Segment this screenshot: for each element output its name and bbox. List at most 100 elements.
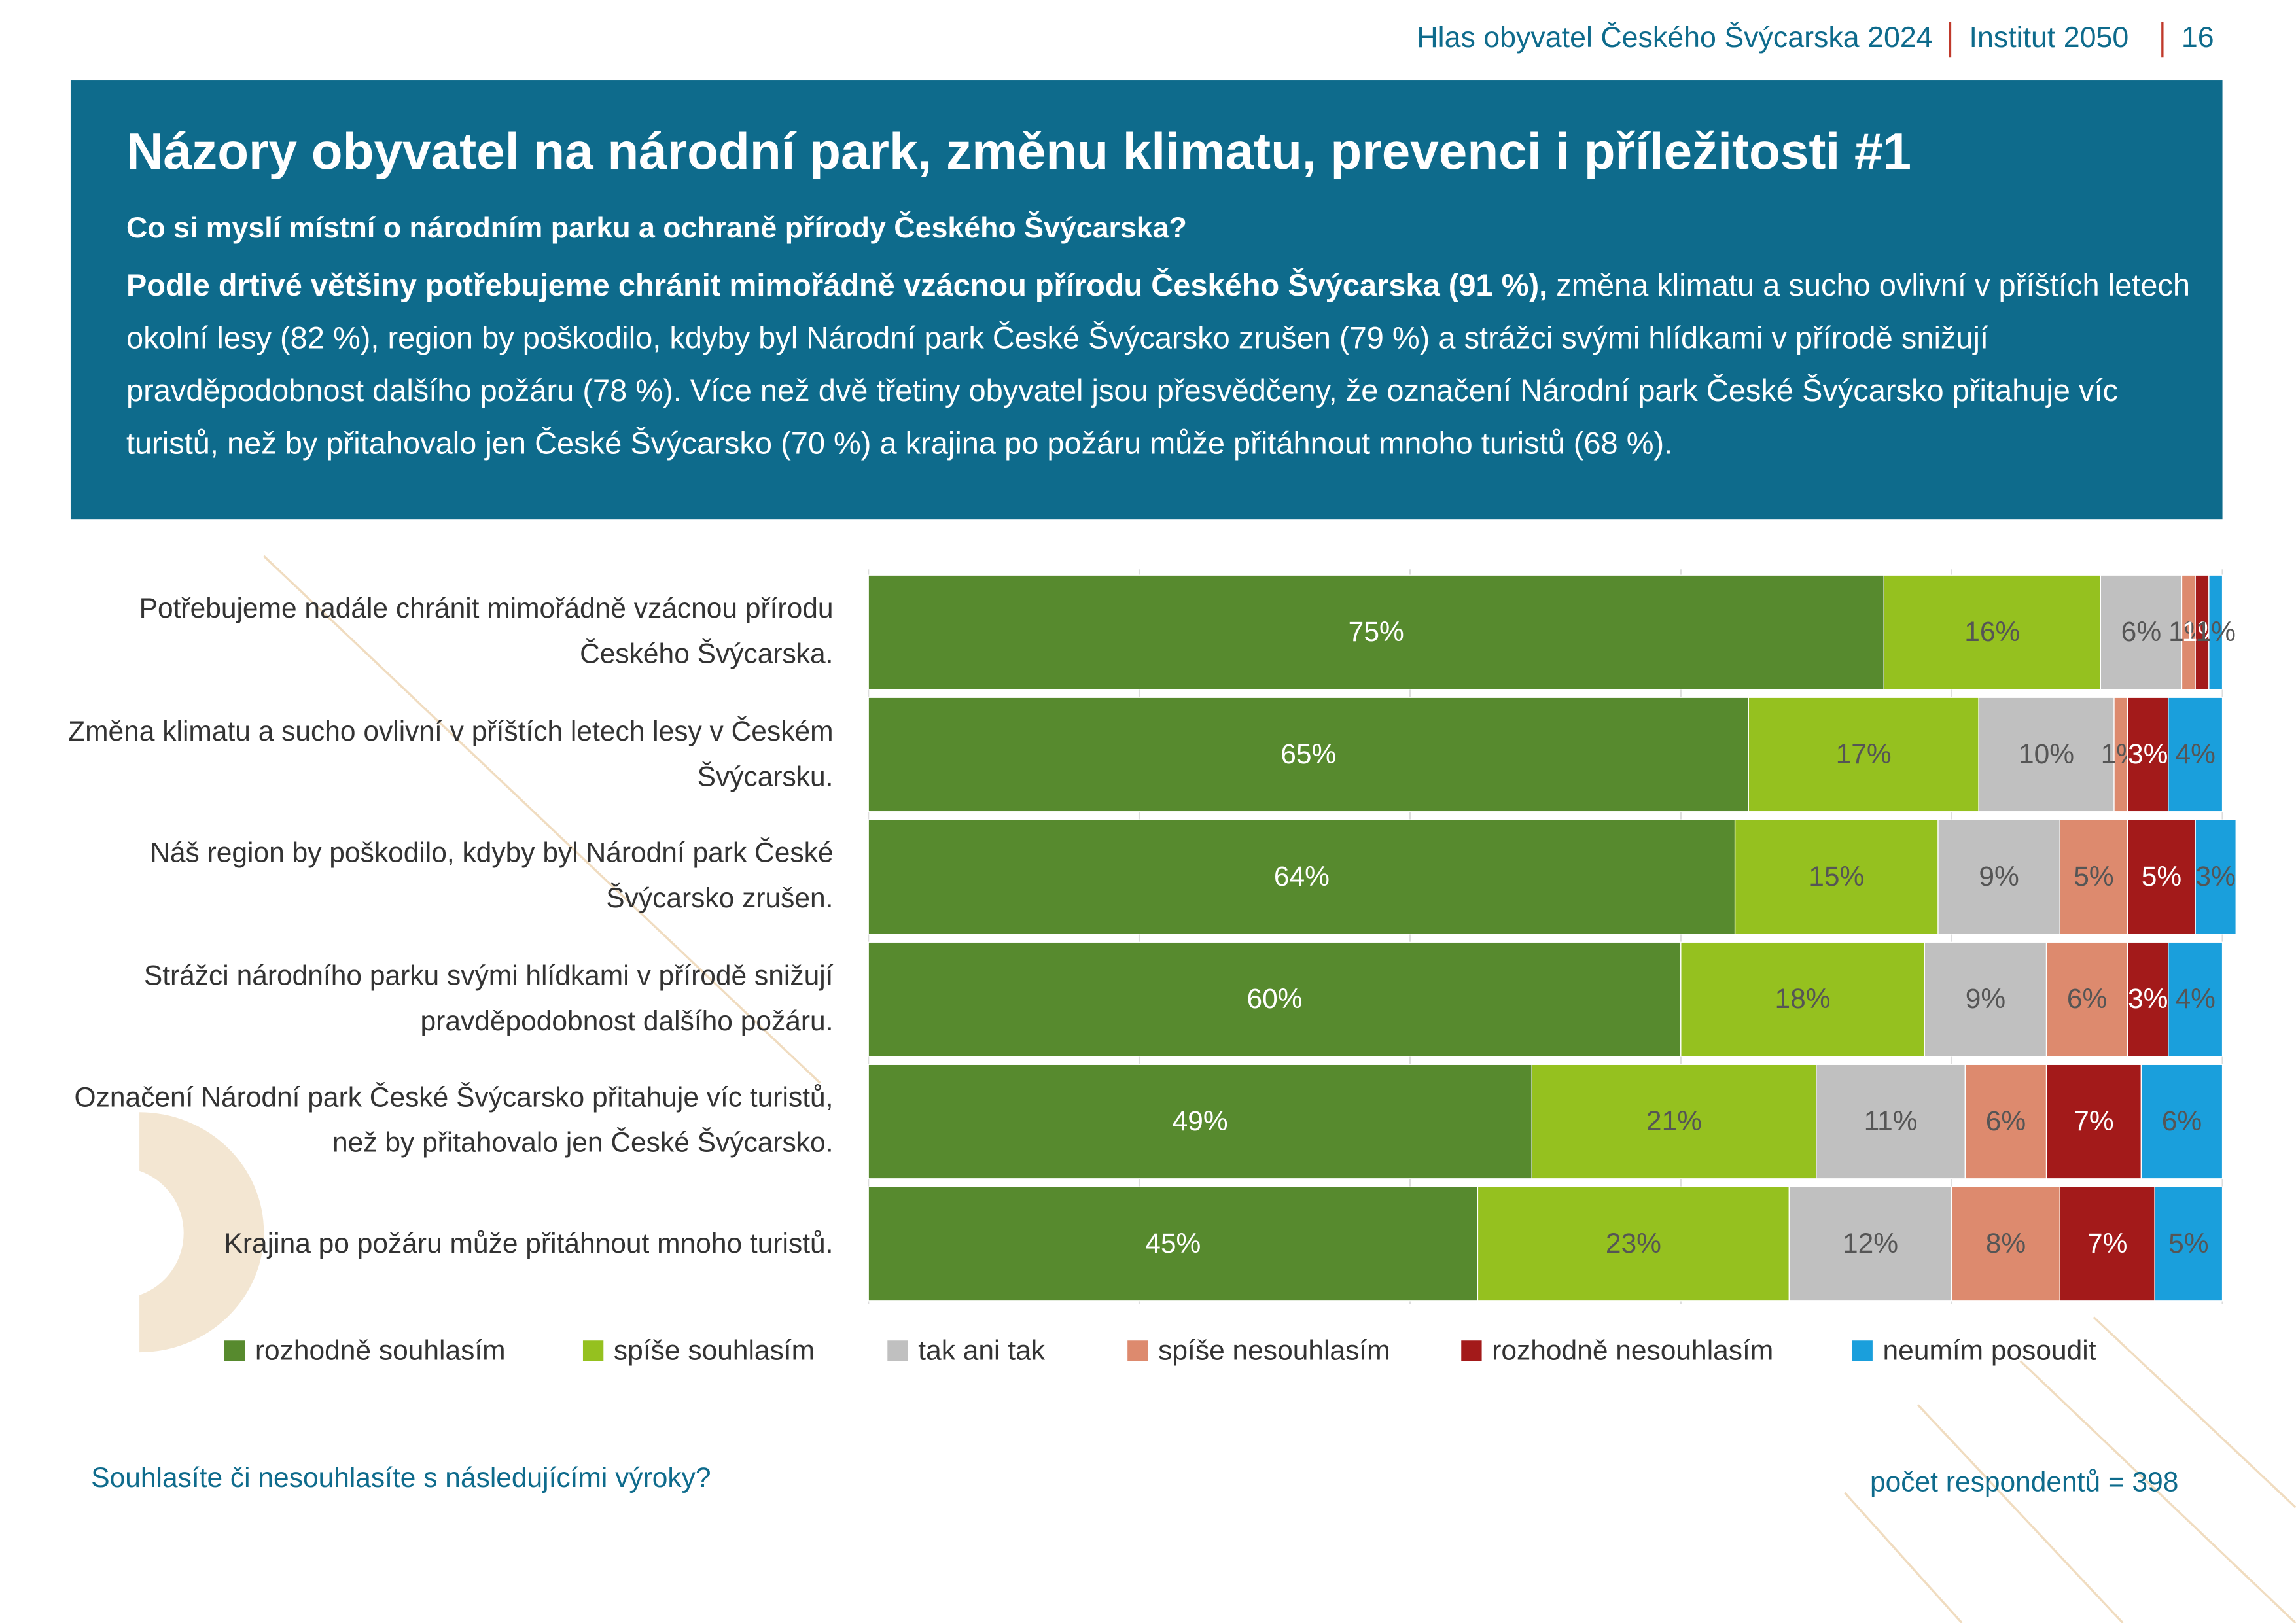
bar-segment xyxy=(2127,697,2169,812)
legend-swatch xyxy=(1852,1340,1873,1361)
data-label: 21% xyxy=(1646,1106,1702,1137)
data-label: 4% xyxy=(2175,984,2215,1015)
header-box xyxy=(70,80,2223,520)
legend-label: spíše souhlasím xyxy=(614,1335,815,1366)
bar-segment xyxy=(2059,819,2128,935)
data-label: 1% xyxy=(2196,617,2236,648)
legend-label: rozhodně souhlasím xyxy=(255,1335,506,1366)
bar-segment xyxy=(2045,1064,2142,1179)
y-tick-label: Strážci národního parku svými hlídkami v… xyxy=(143,961,834,1038)
data-label: 6% xyxy=(1986,1106,2026,1137)
bar-segment xyxy=(868,697,1749,812)
legend-swatch xyxy=(224,1340,245,1361)
bar-segment xyxy=(1883,574,2101,690)
bar-segment xyxy=(1951,1186,2060,1302)
data-label: 7% xyxy=(2087,1229,2127,1259)
data-label: 18% xyxy=(1775,984,1831,1015)
data-label: 4% xyxy=(2175,739,2215,770)
bar-segment xyxy=(2195,819,2236,935)
data-label: 3% xyxy=(2196,862,2236,892)
bar-segment xyxy=(1680,941,1925,1057)
title: Názory obyvatel na národní park, změnu k… xyxy=(126,122,1911,180)
bar-segment xyxy=(2208,574,2223,690)
data-label: 45% xyxy=(1145,1229,1201,1259)
data-label: 65% xyxy=(1280,739,1336,770)
lead-text: změna klimatu a sucho ovlivní v příštích… xyxy=(126,269,2191,461)
y-tick-label: Náš region by poškodilo, kdyby byl Národ… xyxy=(150,839,834,915)
lead-bold: Podle drtivé většiny potřebujeme chránit… xyxy=(126,269,1548,304)
bar-segment xyxy=(2140,1064,2223,1179)
data-label: 12% xyxy=(1843,1229,1898,1259)
note: počet respondentů = 398 xyxy=(1870,1467,2178,1498)
bar-segment xyxy=(2168,941,2223,1057)
y-tick-label: Krajina po požáru může přitáhnout mnoho … xyxy=(224,1229,834,1260)
bar-segment xyxy=(1748,697,1979,812)
lead-paragraph: Podle drtivé většiny potřebujeme chránit… xyxy=(126,260,2190,471)
bar-segment xyxy=(868,574,1884,690)
bar-segment xyxy=(2100,574,2183,690)
legend-label: tak ani tak xyxy=(918,1335,1045,1366)
y-tick-label: Potřebujeme nadále chránit mimořádně vzá… xyxy=(139,594,834,671)
legend-swatch xyxy=(1461,1340,1482,1361)
data-label: 60% xyxy=(1246,984,1302,1015)
bar-segment xyxy=(1816,1064,1966,1179)
bar-segment xyxy=(1734,819,1939,935)
category-label: Označení Národní park České Švýcarsko př… xyxy=(74,1083,834,1160)
bar-segment xyxy=(868,1064,1532,1179)
category-label: Potřebujeme nadále chránit mimořádně vzá… xyxy=(139,594,834,671)
organization: Institut 2050 xyxy=(1969,21,2129,54)
data-label: 5% xyxy=(2168,1229,2208,1259)
bar-segment xyxy=(2059,1186,2155,1302)
bar-segment xyxy=(1964,1064,2047,1179)
legend-swatch xyxy=(1127,1340,1148,1361)
data-label: 16% xyxy=(1964,617,2020,648)
bar-segment xyxy=(2127,819,2196,935)
data-label: 9% xyxy=(1979,862,2019,892)
legend-label: spíše nesouhlasím xyxy=(1158,1335,1390,1366)
data-label: 11% xyxy=(1864,1106,1918,1137)
legend-swatch xyxy=(887,1340,908,1361)
data-label: 17% xyxy=(1836,739,1892,770)
legend-label: rozhodně nesouhlasím xyxy=(1492,1335,1773,1366)
bar-segment xyxy=(868,819,1736,935)
decoration xyxy=(139,1112,264,1353)
y-tick-label: Změna klimatu a sucho ovlivní v příštích… xyxy=(68,716,834,793)
data-label: 6% xyxy=(2067,984,2107,1015)
data-label: 5% xyxy=(2074,862,2113,892)
data-label: 7% xyxy=(2074,1106,2113,1137)
category-label: Krajina po požáru může přitáhnout mnoho … xyxy=(224,1229,834,1260)
page-number: 16 xyxy=(2181,21,2214,54)
bar-segment xyxy=(2127,941,2169,1057)
subtitle: Co si myslí místní o národním parku a oc… xyxy=(126,211,1187,244)
data-label: 10% xyxy=(2019,739,2074,770)
category-label: Strážci národního parku svými hlídkami v… xyxy=(143,961,834,1038)
data-label: 49% xyxy=(1173,1106,1228,1137)
lead: Podle drtivé většiny potřebujeme chránit… xyxy=(126,260,2190,471)
bar-segment xyxy=(1531,1064,1817,1179)
bar-segment xyxy=(1937,819,2060,935)
bar-segment xyxy=(2154,1186,2223,1302)
legend-swatch xyxy=(582,1340,604,1361)
data-label: 15% xyxy=(1809,862,1864,892)
bar-segment xyxy=(1924,941,2047,1057)
legend-label: neumím posoudit xyxy=(1883,1335,2096,1366)
y-tick-label: Označení Národní park České Švýcarsko př… xyxy=(74,1083,834,1160)
data-label: 5% xyxy=(2142,862,2181,892)
bar-segment xyxy=(868,1186,1479,1302)
data-label: 3% xyxy=(2128,984,2168,1015)
data-label: 9% xyxy=(1966,984,2005,1015)
data-label: 6% xyxy=(2162,1106,2202,1137)
data-label: 75% xyxy=(1349,617,1404,648)
bar-segment xyxy=(868,941,1682,1057)
publication: Hlas obyvatel Českého Švýcarska 2024 xyxy=(1417,21,1932,54)
category-label: Náš region by poškodilo, kdyby byl Národ… xyxy=(150,839,834,915)
bar-segment xyxy=(1477,1186,1790,1302)
data-label: 23% xyxy=(1606,1229,1661,1259)
data-label: 8% xyxy=(1986,1229,2026,1259)
category-label: Změna klimatu a sucho ovlivní v příštích… xyxy=(68,716,834,793)
data-label: 3% xyxy=(2128,739,2168,770)
data-label: 6% xyxy=(2121,617,2161,648)
bar-segment xyxy=(1978,697,2115,812)
bar-segment xyxy=(2168,697,2223,812)
